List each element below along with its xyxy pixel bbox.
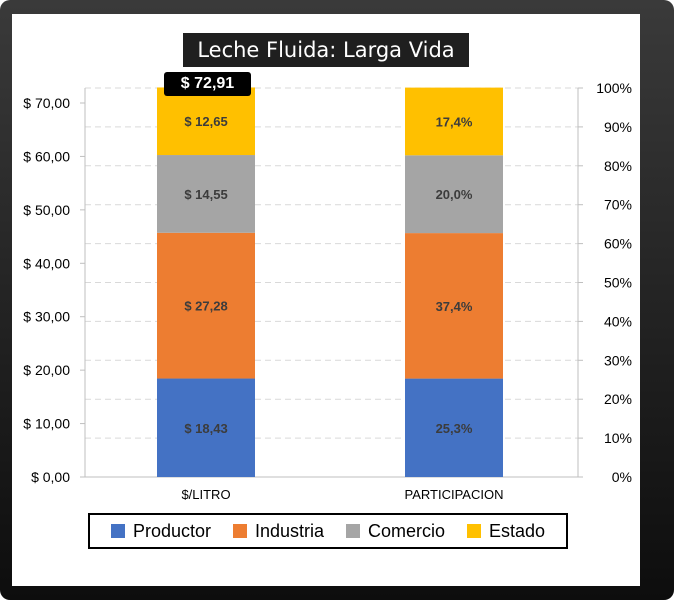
bar-segment-industria — [405, 233, 503, 379]
legend-swatch-estado — [466, 524, 481, 538]
bar-segment-productor — [405, 378, 503, 477]
y-left-tick-label: $ 20,00 — [23, 362, 70, 378]
x-category-label: PARTICIPACION — [405, 487, 504, 502]
y-right-tick-label: 10% — [604, 430, 632, 446]
legend-label-industria: Industria — [254, 520, 325, 541]
bar-segment-comercio — [405, 155, 503, 234]
y-left-tick-label: $ 50,00 — [23, 202, 70, 218]
y-left-tick-label: $ 10,00 — [23, 416, 70, 432]
bar-segment-industria — [157, 232, 255, 379]
y-left-tick-label: $ 40,00 — [23, 255, 70, 271]
y-left-tick-label: $ 0,00 — [31, 469, 70, 485]
legend-swatch-productor — [110, 524, 125, 538]
data-label: 17,4% — [436, 114, 473, 129]
legend-item-productor: Productor — [110, 520, 212, 542]
legend-label-comercio: Comercio — [367, 520, 445, 541]
data-label: $ 14,55 — [184, 187, 227, 202]
total-label: $ 72,91 — [164, 72, 251, 96]
data-label: 37,4% — [436, 299, 473, 314]
data-label: $ 18,43 — [184, 421, 227, 436]
y-right-tick-label: 90% — [604, 119, 632, 135]
data-label: $ 27,28 — [184, 299, 227, 314]
legend-label-estado: Estado — [488, 520, 545, 541]
legend: Productor Industria Comercio Estado — [88, 513, 568, 549]
legend-item-estado: Estado — [466, 520, 545, 542]
legend-item-comercio: Comercio — [345, 520, 445, 542]
x-category-label: $/LITRO — [181, 487, 230, 502]
bar-segment-estado — [157, 87, 255, 156]
y-right-tick-label: 70% — [604, 197, 632, 213]
bar-segment-estado — [405, 87, 503, 156]
bar-segment-productor — [157, 378, 255, 477]
y-right-tick-label: 40% — [604, 313, 632, 329]
y-right-tick-label: 20% — [604, 391, 632, 407]
y-left-tick-label: $ 60,00 — [23, 148, 70, 164]
y-right-tick-label: 80% — [604, 158, 632, 174]
y-right-tick-label: 50% — [604, 275, 632, 291]
y-left-tick-label: $ 70,00 — [23, 95, 70, 111]
y-right-tick-label: 100% — [596, 80, 632, 96]
legend-label-productor: Productor — [132, 520, 212, 541]
chart-panel — [12, 14, 640, 586]
data-label: 20,0% — [436, 187, 473, 202]
bar-segment-comercio — [157, 155, 255, 233]
y-right-tick-label: 0% — [612, 469, 632, 485]
legend-item-industria: Industria — [232, 520, 325, 542]
data-label: $ 12,65 — [184, 114, 227, 129]
legend-swatch-comercio — [345, 524, 360, 538]
y-right-tick-label: 30% — [604, 352, 632, 368]
legend-swatch-industria — [232, 524, 247, 538]
y-left-tick-label: $ 30,00 — [23, 309, 70, 325]
data-label: 25,3% — [436, 421, 473, 436]
chart-title: Leche Fluida: Larga Vida — [183, 33, 469, 67]
y-right-tick-label: 60% — [604, 236, 632, 252]
